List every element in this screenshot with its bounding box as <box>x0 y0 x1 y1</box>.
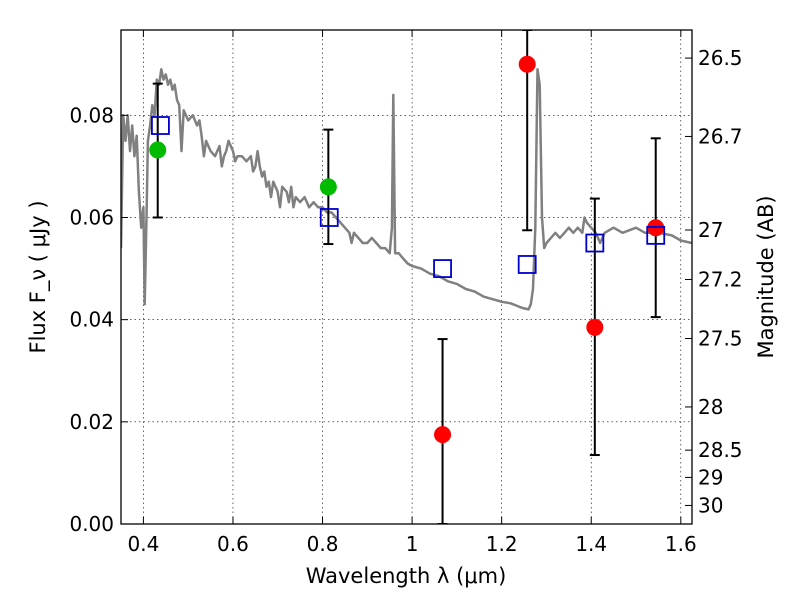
y2-tick-label: 29 <box>698 465 723 489</box>
y2-axis-label: Magnitude (AB) <box>754 195 778 358</box>
observed-photometry-green-point <box>149 141 167 159</box>
y-tick-label: 0.06 <box>69 205 114 229</box>
y-tick-label: 0.02 <box>69 410 114 434</box>
model-spectrum-line <box>121 68 692 311</box>
y-tick-label: 0.08 <box>69 103 114 127</box>
y2-tick-label: 28.5 <box>698 438 743 462</box>
observed-photometry-red-point <box>586 318 604 336</box>
x-tick-label: 1.2 <box>486 532 518 556</box>
model-photometry-square <box>151 116 170 135</box>
model-photometry-square <box>517 255 537 274</box>
observed-photometry-red-point <box>434 426 452 444</box>
plot-frame <box>120 29 693 525</box>
x-axis-label: Wavelength λ (μm) <box>306 564 507 588</box>
x-tick-label: 1.6 <box>665 532 697 556</box>
x-tick-label: 0.8 <box>307 532 339 556</box>
y2-tick-label: 28 <box>698 395 723 419</box>
x-tick-label: 0.6 <box>217 532 249 556</box>
y-axis-label: Flux F_ν ( μJy ) <box>26 200 51 353</box>
x-tick-label: 1.4 <box>575 532 607 556</box>
x-tick-label: 1 <box>406 532 419 556</box>
plot-series <box>121 30 692 524</box>
observed-photometry-green-point <box>319 178 337 196</box>
y2-tick-label: 30 <box>698 493 723 517</box>
model-photometry-square <box>319 208 339 227</box>
model-photometry-square <box>646 225 666 245</box>
y-tick-label: 0.00 <box>69 512 114 536</box>
y2-tick-label: 27.2 <box>698 267 743 291</box>
y2-tick-label: 27.5 <box>698 327 743 351</box>
x-tick-label: 0.4 <box>127 532 159 556</box>
observed-photometry-red-point <box>518 55 536 73</box>
model-photometry-square <box>433 259 452 278</box>
y2-tick-label: 26.5 <box>698 46 743 70</box>
y2-tick-label: 27 <box>698 218 723 242</box>
axes: 0.4 0.6 0.8 1 1.2 1.4 1.6 0.00 0.02 0.04 0.06 0.08 2… <box>69 30 743 556</box>
y-tick-label: 0.04 <box>69 308 114 332</box>
y2-tick-label: 26.7 <box>698 124 743 148</box>
model-photometry-square <box>585 233 605 253</box>
plot-area <box>121 30 692 524</box>
